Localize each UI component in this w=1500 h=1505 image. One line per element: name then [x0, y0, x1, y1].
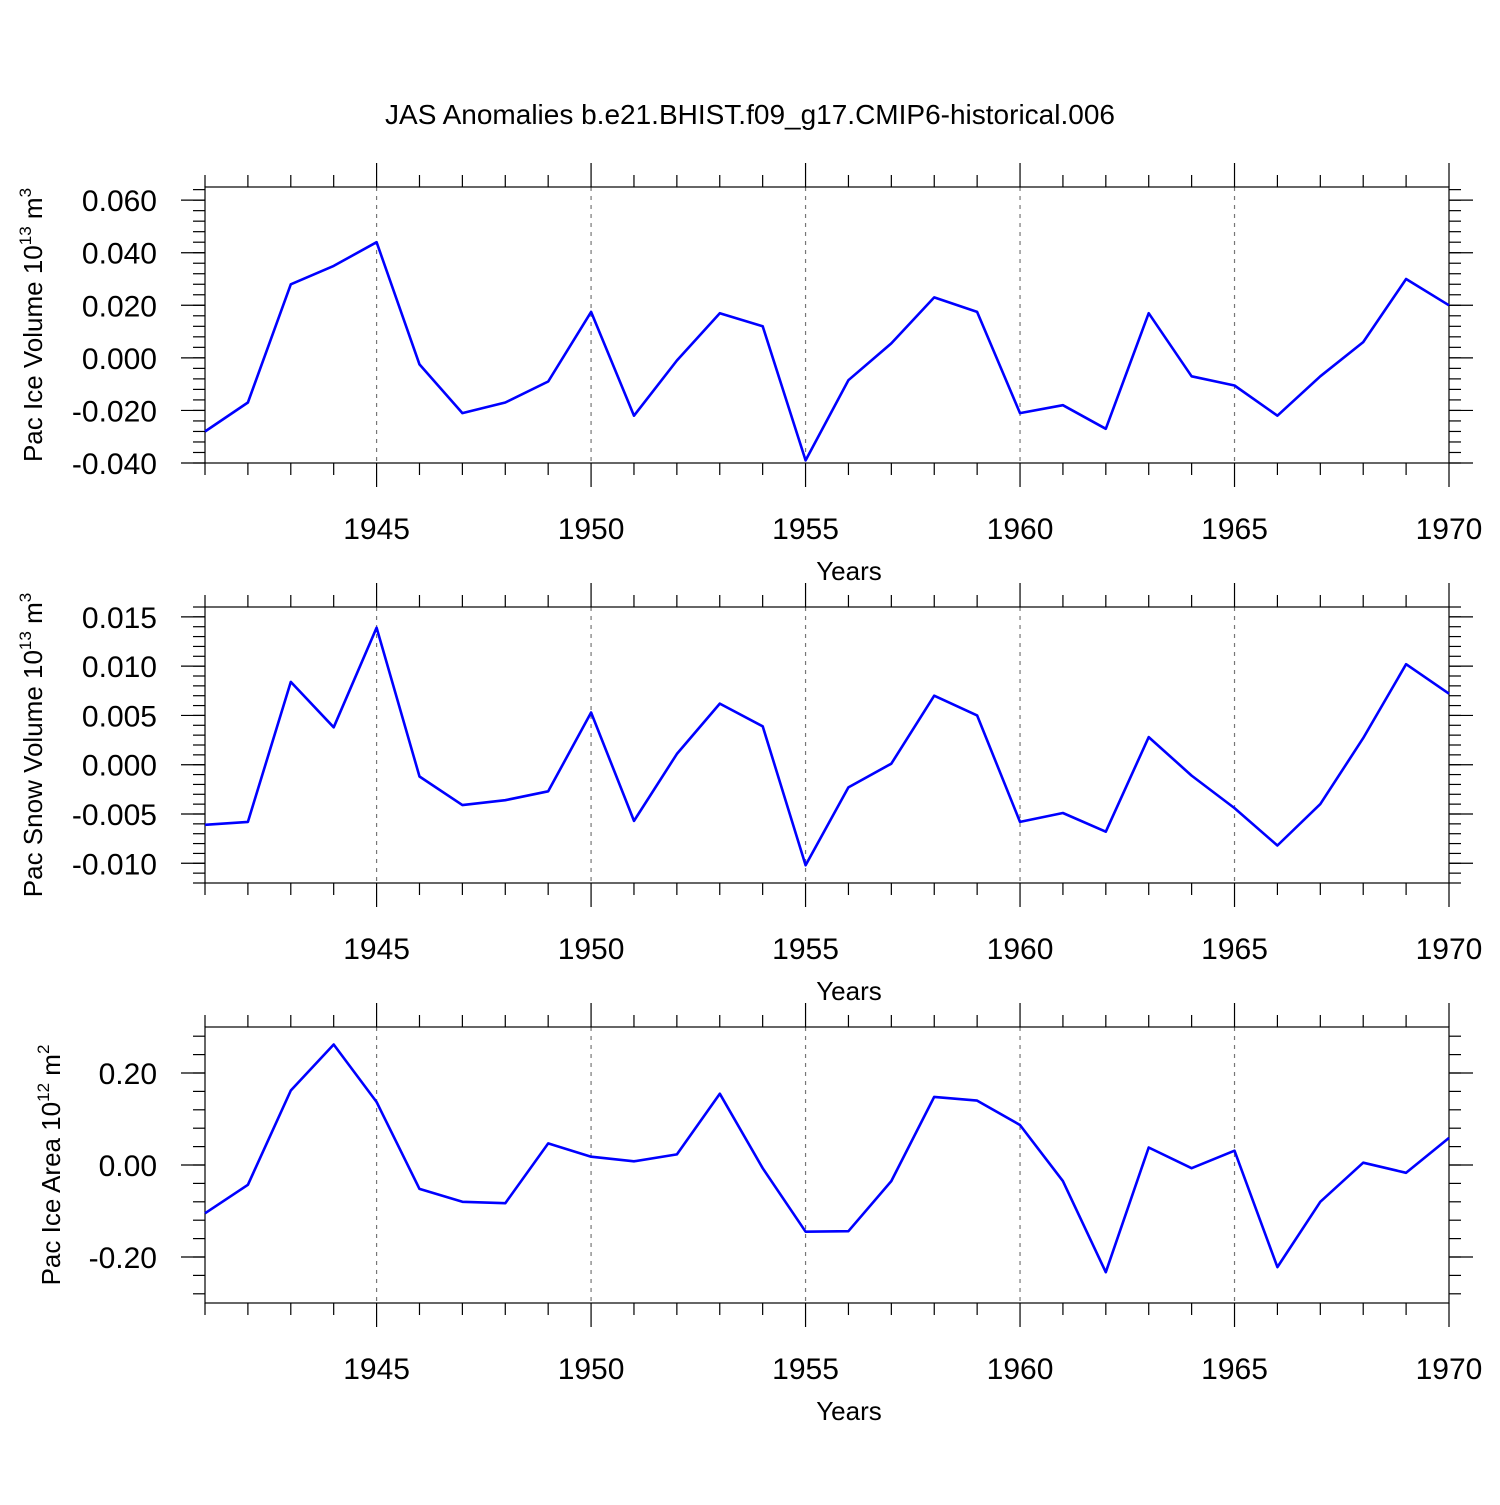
series-line	[205, 242, 1449, 460]
x-tick-label: 1950	[558, 513, 625, 546]
x-tick-label: 1965	[1201, 513, 1268, 546]
panel-snow-volume: 1945 1950 1955 1960 1965 1970 Years -0.010 -0.00…	[16, 583, 1482, 1006]
y-axis-label-exponent: 13	[16, 226, 35, 245]
y-tick-label: 0.020	[82, 290, 157, 323]
series-line	[205, 628, 1449, 866]
y-axis-label-exponent: 13	[16, 631, 35, 650]
y-axis-label: Pac Snow Volume 1013 m3	[16, 593, 48, 897]
x-tick-label: 1950	[558, 933, 625, 966]
y-axis-label-unit: m	[18, 197, 48, 226]
y-axis-label-unit: m	[18, 602, 48, 631]
x-tick-label: 1955	[772, 513, 839, 546]
y-tick-label: 0.00	[99, 1150, 157, 1183]
x-tick-label: 1965	[1201, 1353, 1268, 1386]
x-tick-label: 1960	[987, 513, 1054, 546]
panel-ice-area: 1945 1950 1955 1960 1965 1970 Years -0.20 0.00 0.…	[34, 1003, 1482, 1426]
y-tick-label: 0.060	[82, 185, 157, 218]
y-tick-label: -0.020	[72, 395, 157, 428]
series-line	[205, 1045, 1449, 1273]
y-axis-label-text: Pac Ice Area 10	[36, 1102, 66, 1286]
panel-ice-volume: 1945 1950 1955 1960 1965 1970 Years -0.040 -0.02…	[16, 163, 1482, 586]
x-tick-label: 1970	[1416, 1353, 1483, 1386]
y-axis-label-unit-exponent: 3	[16, 593, 35, 602]
y-tick-label: 0.000	[82, 343, 157, 376]
x-tick-label: 1970	[1416, 933, 1483, 966]
y-axis-label-unit-exponent: 2	[34, 1045, 53, 1054]
x-axis-label: Years	[816, 976, 882, 1006]
plot-frame	[205, 1027, 1449, 1303]
y-tick-label: -0.20	[89, 1242, 157, 1275]
x-tick-label: 1960	[987, 933, 1054, 966]
y-axis-label-text: Pac Snow Volume 10	[18, 650, 48, 897]
figure-title: JAS Anomalies b.e21.BHIST.f09_g17.CMIP6-…	[385, 99, 1115, 130]
y-tick-label: -0.005	[72, 799, 157, 832]
y-axis-label-unit: m	[36, 1054, 66, 1083]
y-tick-label: 0.015	[82, 602, 157, 635]
y-axis-label: Pac Ice Area 1012 m2	[34, 1045, 66, 1286]
y-tick-label: 0.000	[82, 750, 157, 783]
y-tick-label: 0.005	[82, 700, 157, 733]
x-tick-label: 1960	[987, 1353, 1054, 1386]
x-tick-label: 1970	[1416, 513, 1483, 546]
y-axis-label-unit-exponent: 3	[16, 188, 35, 197]
x-tick-label: 1965	[1201, 933, 1268, 966]
x-axis-label: Years	[816, 556, 882, 586]
y-axis-label: Pac Ice Volume 1013 m3	[16, 188, 48, 462]
x-tick-label: 1945	[343, 1353, 410, 1386]
x-tick-label: 1955	[772, 1353, 839, 1386]
x-tick-label: 1950	[558, 1353, 625, 1386]
y-tick-label: 0.040	[82, 238, 157, 271]
y-tick-label: -0.010	[72, 848, 157, 881]
y-axis-label-exponent: 12	[34, 1083, 53, 1102]
x-tick-label: 1945	[343, 513, 410, 546]
y-axis-label-text: Pac Ice Volume 10	[18, 245, 48, 462]
x-axis-label: Years	[816, 1396, 882, 1426]
y-tick-label: -0.040	[72, 448, 157, 481]
y-tick-label: 0.20	[99, 1058, 157, 1091]
plot-frame	[205, 607, 1449, 883]
x-tick-label: 1955	[772, 933, 839, 966]
x-tick-label: 1945	[343, 933, 410, 966]
y-tick-label: 0.010	[82, 651, 157, 684]
